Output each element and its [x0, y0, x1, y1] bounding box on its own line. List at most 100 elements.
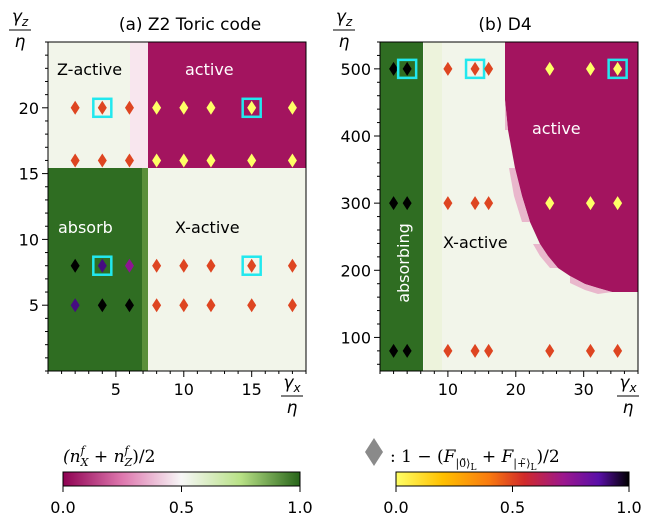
data-point-diamond	[402, 61, 412, 76]
data-point-diamond	[585, 196, 595, 211]
region-active	[148, 42, 306, 168]
region-absorbing	[380, 42, 423, 371]
x-tick-label: 10	[438, 380, 458, 399]
data-point-diamond	[402, 343, 412, 358]
colorbar-right-ticks: 0.0 0.5 1.0	[383, 486, 642, 517]
data-point-diamond	[124, 100, 134, 115]
panel-b-ticks: 10 20 30 100 200 300 400 500	[340, 41, 639, 399]
data-point-diamond	[545, 196, 555, 211]
data-point-diamond	[206, 153, 216, 168]
y-tick-label: 100	[340, 328, 371, 347]
colorbar-left-label: (nf X + nf Z)/2	[63, 444, 155, 469]
highlight-box	[92, 97, 113, 119]
x-tick-label: 15	[242, 380, 262, 399]
data-point-diamond	[70, 258, 80, 273]
y-tick-label: 15	[19, 165, 39, 184]
region-active-b	[505, 42, 638, 292]
data-point-diamond	[152, 153, 162, 168]
colorbar-tick-label: 0.5	[169, 498, 194, 517]
data-point-diamond	[152, 298, 162, 313]
data-point-diamond	[389, 61, 399, 76]
label-x-active-a: X-active	[175, 218, 240, 237]
data-point-diamond	[124, 258, 134, 273]
panel-b-title: (b) D4	[478, 15, 531, 35]
data-point-diamond	[545, 61, 555, 76]
highlight-box	[396, 58, 418, 80]
data-point-diamond	[97, 258, 107, 273]
panel-b-xlabel: γx η	[617, 373, 639, 418]
svg-text:γx: γx	[619, 373, 637, 395]
colorbar-left-gradient	[62, 471, 301, 487]
colorbar-right: : 1 − (F|0̃⟩L + F|+̃⟩L)/2 0.0 0.5 1.0	[365, 438, 642, 517]
data-point-diamond	[545, 343, 555, 358]
panel-a-xlabel: γx η	[281, 373, 303, 418]
svg-text:η: η	[623, 398, 634, 418]
panel-b-ylabel: γz η	[333, 7, 355, 52]
y-tick-label: 20	[19, 99, 39, 118]
data-point-diamond	[179, 258, 189, 273]
svg-text:η: η	[287, 398, 298, 418]
svg-text:γz: γz	[12, 7, 29, 29]
x-tick-label: 5	[111, 380, 121, 399]
region-absorb	[48, 168, 142, 371]
y-tick-label: 400	[340, 127, 371, 146]
highlight-box	[92, 255, 113, 276]
data-point-diamond	[389, 343, 399, 358]
panel-b-points	[389, 58, 628, 358]
data-point-diamond	[287, 258, 297, 273]
data-point-diamond	[206, 258, 216, 273]
region-edge-strip	[142, 168, 148, 371]
data-point-diamond	[443, 61, 453, 76]
data-point-diamond	[152, 100, 162, 115]
panel-a-ylabel: γz η	[9, 7, 31, 52]
panel-a-heatmap	[48, 42, 306, 371]
data-point-diamond	[389, 196, 399, 211]
data-point-diamond	[247, 153, 257, 168]
y-tick-label: 500	[340, 60, 371, 79]
y-tick-label: 5	[29, 296, 39, 315]
svg-text:γx: γx	[283, 373, 301, 395]
colorbar-left: (nf X + nf Z)/2 0.0 0.5 1.0	[50, 444, 312, 517]
data-point-diamond	[247, 100, 257, 115]
data-point-diamond	[287, 298, 297, 313]
highlight-box	[241, 255, 262, 276]
data-point-diamond	[124, 153, 134, 168]
data-point-diamond	[70, 100, 80, 115]
data-point-diamond	[97, 100, 107, 115]
panel-a-frame	[47, 41, 307, 372]
svg-text:γz: γz	[336, 7, 353, 29]
data-point-diamond	[70, 153, 80, 168]
colorbar-left-ticks: 0.0 0.5 1.0	[50, 486, 313, 517]
y-tick-label: 200	[340, 261, 371, 280]
panel-b-frame	[379, 41, 639, 372]
data-point-diamond	[484, 343, 494, 358]
data-point-diamond	[247, 298, 257, 313]
highlight-box	[464, 58, 486, 80]
label-absorb: absorb	[58, 218, 113, 237]
data-point-diamond	[613, 196, 623, 211]
data-point-diamond	[470, 61, 480, 76]
data-point-diamond	[179, 298, 189, 313]
region-x-active-b-edge	[424, 42, 442, 371]
label-x-active-b: X-active	[443, 233, 508, 252]
data-point-diamond	[287, 100, 297, 115]
data-point-diamond	[179, 100, 189, 115]
data-point-diamond	[97, 298, 107, 313]
colorbar-tick-label: 1.0	[616, 498, 641, 517]
data-point-diamond	[206, 100, 216, 115]
data-point-diamond	[287, 153, 297, 168]
data-point-diamond	[470, 343, 480, 358]
data-point-diamond	[402, 196, 412, 211]
label-active-a: active	[185, 60, 234, 79]
highlight-box	[607, 58, 628, 80]
panel-a: (a) Z2 Toric code Z-active active absorb…	[9, 7, 307, 418]
y-tick-label: 10	[19, 230, 39, 249]
colorbar-tick-label: 1.0	[287, 498, 312, 517]
legend-diamond-icon	[365, 438, 383, 466]
panel-b: (b) D4 active X-active absorbing 10 20 301…	[333, 7, 639, 418]
svg-text:η: η	[15, 32, 26, 52]
x-tick-label: 10	[174, 380, 194, 399]
colorbar-tick-label: 0.5	[500, 498, 525, 517]
data-point-diamond	[484, 61, 494, 76]
